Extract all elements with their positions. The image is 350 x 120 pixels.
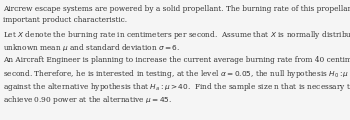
Text: Let $X$ denote the burning rate in centimeters per second.  Assume that $X$ is n: Let $X$ denote the burning rate in centi… [3, 29, 350, 41]
Text: An Aircraft Engineer is planning to increase the current average burning rate fr: An Aircraft Engineer is planning to incr… [3, 56, 350, 64]
Text: important product characteristic.: important product characteristic. [3, 16, 127, 24]
Text: unknown mean $\mu$ and standard deviation $\sigma = 6$.: unknown mean $\mu$ and standard deviatio… [3, 42, 180, 53]
Text: against the alternative hypothesis that $H_a : \mu > 40$.  Find the sample size : against the alternative hypothesis that … [3, 81, 350, 93]
Text: achieve 0.90 power at the alternative $\mu = 45$.: achieve 0.90 power at the alternative $\… [3, 94, 172, 106]
Text: Aircrew escape systems are powered by a solid propellant. The burning rate of th: Aircrew escape systems are powered by a … [3, 5, 350, 13]
Text: second. Therefore, he is interested in testing, at the level $\alpha = 0.05$, th: second. Therefore, he is interested in t… [3, 68, 350, 80]
